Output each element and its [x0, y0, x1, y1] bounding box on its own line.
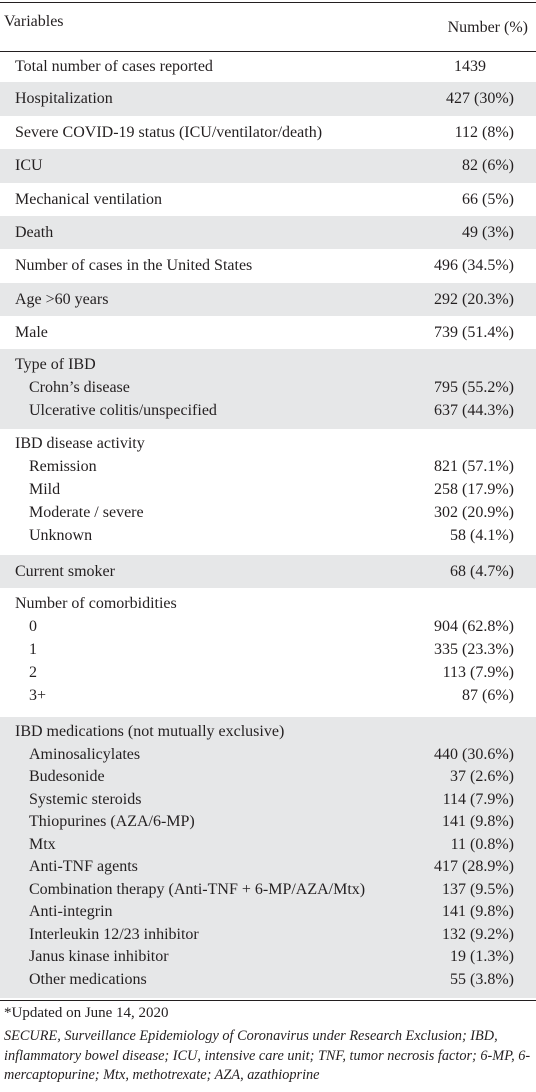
sub-value: 141 (9.8%) [442, 813, 514, 830]
table-row-group-type: Type of IBD Crohn’s disease 795 (55.2%) U… [0, 349, 536, 429]
sub-value: 55 (3.8%) [450, 970, 514, 988]
sub-label: Crohn’s disease [29, 379, 130, 396]
sub-value: 114 (7.9%) [442, 790, 514, 808]
sub-label: Interleukin 12/23 inhibitor [29, 925, 199, 943]
sub-value: 821 (57.1%) [434, 458, 514, 475]
row-value: 82 (6%) [462, 157, 514, 174]
sub-label: Other medications [29, 970, 147, 988]
table-header: Variables Number (%) [0, 3, 536, 51]
table-row: Death 49 (3%) [0, 216, 536, 249]
sub-value: 113 (7.9%) [442, 664, 514, 681]
group-label: IBD medications (not mutually exclusive) [15, 723, 285, 740]
group-label: Number of comorbidities [15, 595, 177, 612]
row-label: Death [15, 224, 54, 241]
table-row: Severe COVID-19 status (ICU/ventilator/d… [0, 116, 536, 149]
row-value: 739 (51.4%) [434, 324, 514, 341]
table-row: Current smoker 68 (4.7%) [0, 555, 536, 588]
sub-label: 0 [29, 618, 37, 635]
sub-label: 3+ [29, 687, 47, 704]
sub-label: Mtx [29, 835, 56, 853]
sub-value: 132 (9.2%) [442, 925, 514, 943]
row-label: Number of cases in the United States [15, 257, 253, 274]
sub-value: 137 (9.5%) [442, 880, 514, 898]
sub-label: Janus kinase inhibitor [29, 948, 169, 965]
sub-label: Aminosalicylates [29, 745, 141, 763]
row-label: Mechanical ventilation [15, 191, 163, 208]
row-value: 112 (8%) [454, 124, 514, 141]
sub-value: 58 (4.1%) [450, 527, 514, 544]
row-label: Severe COVID-19 status (ICU/ventilator/d… [15, 124, 323, 141]
table-row-group-activity: IBD disease activity Remission 821 (57.1%… [0, 429, 536, 555]
sub-value: 87 (6%) [462, 687, 514, 704]
sub-label: Ulcerative colitis/unspecified [29, 402, 217, 419]
sub-value: 11 (0.8%) [450, 835, 514, 853]
table-row: Age >60 years 292 (20.3%) [0, 283, 536, 316]
sub-value: 37 (2.6%) [450, 768, 514, 785]
header-rule [0, 51, 536, 52]
sub-label: Thiopurines (AZA/6-MP) [29, 813, 195, 830]
row-value: 66 (5%) [462, 191, 514, 208]
group-label: IBD disease activity [15, 435, 145, 452]
row-value: 427 (30%) [446, 90, 514, 107]
abbreviations-note: SECURE, Surveillance Epidemiology of Cor… [4, 1028, 531, 1083]
sub-value: 335 (23.3%) [434, 641, 514, 658]
sub-value: 904 (62.8%) [434, 618, 514, 635]
sub-value: 417 (28.9%) [434, 858, 514, 875]
sub-label: Remission [29, 458, 97, 475]
sub-label: 2 [29, 664, 37, 681]
table-row-group-comorbidities: Number of comorbidities 0 904 (62.8%) 1 33… [0, 588, 536, 717]
sub-label: Budesonide [29, 768, 105, 785]
sub-label: Moderate / severe [29, 504, 144, 521]
row-label: Hospitalization [15, 90, 113, 107]
sub-value: 258 (17.9%) [434, 481, 514, 498]
table-row: ICU 82 (6%) [0, 149, 536, 183]
header-variables: Variables [4, 13, 64, 30]
sub-value: 141 (9.8%) [442, 903, 514, 920]
row-value: 49 (3%) [462, 224, 514, 241]
sub-label: Anti-integrin [29, 903, 113, 920]
table-row: Male 739 (51.4%) [0, 316, 536, 349]
sub-label: 1 [29, 641, 37, 658]
row-label: Male [15, 324, 48, 341]
sub-value: 302 (20.9%) [434, 504, 514, 521]
sub-value: 19 (1.3%) [450, 948, 514, 965]
row-label: Total number of cases reported [15, 58, 213, 75]
row-value: 292 (20.3%) [434, 291, 514, 308]
table-row: Number of cases in the United States 496 … [0, 249, 536, 283]
table-row-group-medications: IBD medications (not mutually exclusive)… [0, 717, 536, 998]
row-value: 496 (34.5%) [434, 257, 514, 274]
row-label: ICU [15, 157, 43, 174]
sub-value: 637 (44.3%) [434, 402, 514, 419]
sub-label: Mild [29, 481, 61, 498]
group-label: Type of IBD [15, 356, 96, 373]
row-label: Current smoker [15, 563, 115, 580]
sub-value: 795 (55.2%) [434, 379, 514, 396]
table-row: Hospitalization 427 (30%) [0, 82, 536, 116]
top-rule [0, 2, 536, 3]
sub-label: Anti-TNF agents [29, 858, 138, 875]
header-number: Number (%) [447, 19, 528, 36]
sub-value: 440 (30.6%) [434, 745, 514, 763]
row-value: 68 (4.7%) [450, 563, 514, 580]
sub-label: Unknown [29, 527, 93, 544]
update-footnote: *Updated on June 14, 2020 [4, 1005, 169, 1021]
bottom-rule [0, 1000, 536, 1001]
sub-label: Combination therapy (Anti-TNF + 6-MP/AZA… [29, 880, 366, 898]
table-row: Total number of cases reported 1439 [0, 52, 536, 82]
sub-label: Systemic steroids [29, 790, 142, 808]
table-body: Total number of cases reported 1439 Hospi… [0, 52, 536, 998]
row-label: Age >60 years [15, 291, 109, 308]
table-row: Mechanical ventilation 66 (5%) [0, 183, 536, 216]
row-value: 1439 [454, 58, 486, 75]
